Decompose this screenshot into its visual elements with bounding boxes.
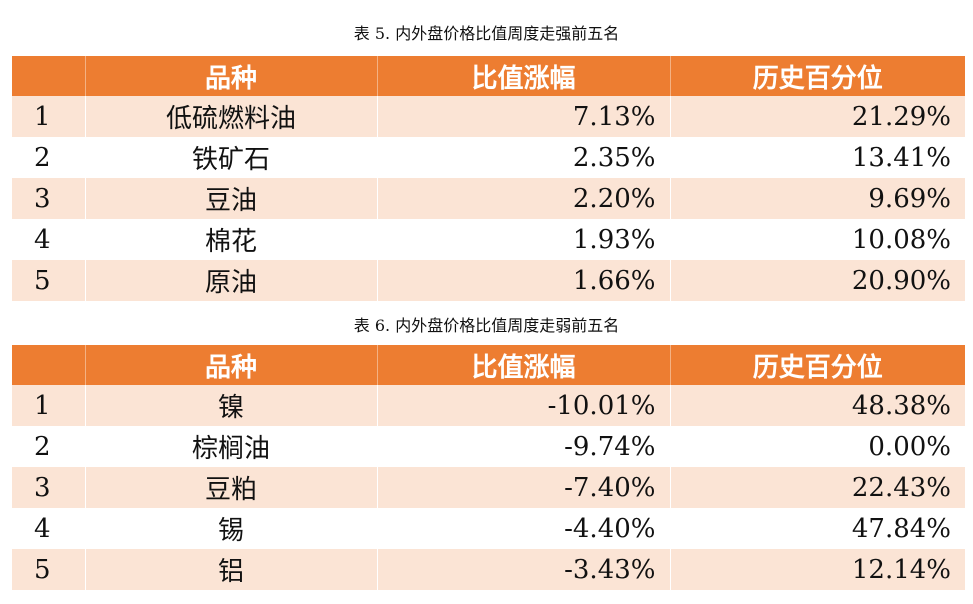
cell-ratio-change: 2.35%: [377, 137, 671, 178]
table-row: 5 铝 -3.43% 12.14%: [12, 549, 965, 590]
cell-percentile: 13.41%: [670, 137, 965, 178]
table-weakest: 品种 比值涨幅 历史百分位 1 镍 -10.01% 48.38% 2 棕榈油 -…: [12, 345, 965, 590]
cell-rank: 3: [12, 467, 86, 508]
cell-rank: 5: [12, 260, 86, 301]
table-row: 3 豆油 2.20% 9.69%: [12, 178, 965, 219]
cell-ratio-change: -3.43%: [377, 549, 671, 590]
cell-variety: 原油: [85, 260, 378, 301]
cell-rank: 1: [12, 96, 86, 137]
table-row: 4 锡 -4.40% 47.84%: [12, 508, 965, 549]
header-variety: 品种: [85, 56, 378, 96]
cell-percentile: 10.08%: [670, 219, 965, 260]
header-variety: 品种: [85, 345, 378, 385]
cell-variety: 棉花: [85, 219, 378, 260]
cell-percentile: 20.90%: [670, 260, 965, 301]
table-caption-strong: 表 5. 内外盘价格比值周度走强前五名: [353, 24, 620, 43]
cell-ratio-change: -4.40%: [377, 508, 671, 549]
table-row: 1 低硫燃料油 7.13% 21.29%: [12, 96, 965, 137]
cell-variety: 低硫燃料油: [85, 96, 378, 137]
table-row: 3 豆粕 -7.40% 22.43%: [12, 467, 965, 508]
table-strongest: 品种 比值涨幅 历史百分位 1 低硫燃料油 7.13% 21.29% 2 铁矿石…: [12, 56, 965, 301]
cell-percentile: 0.00%: [670, 426, 965, 467]
cell-ratio-change: -9.74%: [377, 426, 671, 467]
table-row: 2 铁矿石 2.35% 13.41%: [12, 137, 965, 178]
cell-ratio-change: 2.20%: [377, 178, 671, 219]
header-ratio-change: 比值涨幅: [377, 345, 671, 385]
cell-percentile: 21.29%: [670, 96, 965, 137]
header-row: 品种 比值涨幅 历史百分位: [12, 56, 965, 96]
header-row: 品种 比值涨幅 历史百分位: [12, 345, 965, 385]
cell-rank: 4: [12, 219, 86, 260]
cell-variety: 豆油: [85, 178, 378, 219]
cell-percentile: 9.69%: [670, 178, 965, 219]
cell-percentile: 12.14%: [670, 549, 965, 590]
table-row: 2 棕榈油 -9.74% 0.00%: [12, 426, 965, 467]
cell-rank: 2: [12, 426, 86, 467]
cell-rank: 4: [12, 508, 86, 549]
cell-rank: 3: [12, 178, 86, 219]
cell-ratio-change: -7.40%: [377, 467, 671, 508]
cell-rank: 5: [12, 549, 86, 590]
cell-ratio-change: -10.01%: [377, 385, 671, 426]
table-row: 4 棉花 1.93% 10.08%: [12, 219, 965, 260]
cell-variety: 锡: [85, 508, 378, 549]
table-row: 1 镍 -10.01% 48.38%: [12, 385, 965, 426]
cell-ratio-change: 7.13%: [377, 96, 671, 137]
header-percentile: 历史百分位: [670, 56, 965, 96]
table-caption-weak: 表 6. 内外盘价格比值周度走弱前五名: [353, 316, 620, 335]
table-row: 5 原油 1.66% 20.90%: [12, 260, 965, 301]
cell-ratio-change: 1.93%: [377, 219, 671, 260]
cell-percentile: 47.84%: [670, 508, 965, 549]
cell-percentile: 22.43%: [670, 467, 965, 508]
cell-ratio-change: 1.66%: [377, 260, 671, 301]
cell-variety: 豆粕: [85, 467, 378, 508]
header-percentile: 历史百分位: [670, 345, 965, 385]
header-rank: [12, 345, 86, 385]
cell-variety: 棕榈油: [85, 426, 378, 467]
cell-variety: 铝: [85, 549, 378, 590]
cell-variety: 镍: [85, 385, 378, 426]
header-rank: [12, 56, 86, 96]
cell-rank: 1: [12, 385, 86, 426]
cell-rank: 2: [12, 137, 86, 178]
cell-percentile: 48.38%: [670, 385, 965, 426]
header-ratio-change: 比值涨幅: [377, 56, 671, 96]
cell-variety: 铁矿石: [85, 137, 378, 178]
